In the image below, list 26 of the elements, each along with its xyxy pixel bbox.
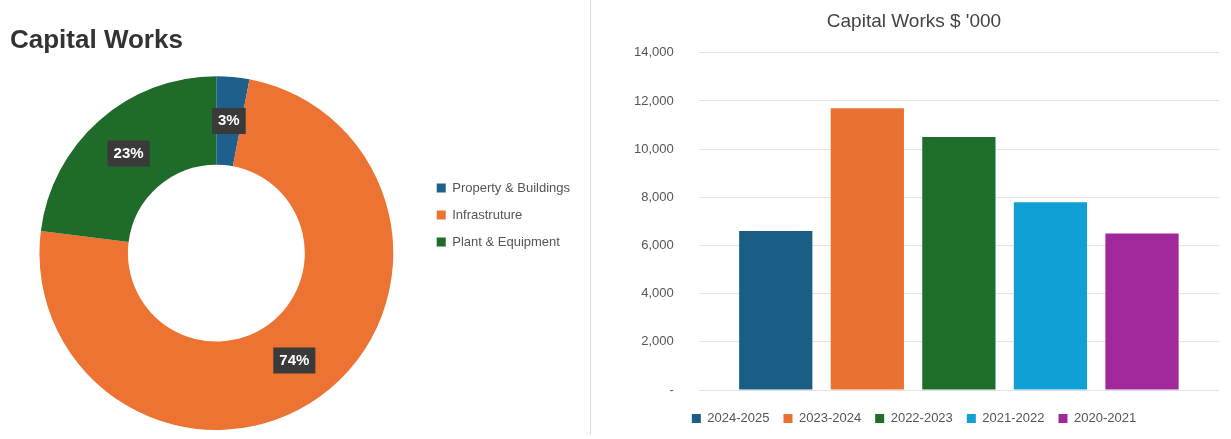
bar — [739, 231, 813, 390]
data-label: 23% — [113, 143, 144, 161]
legend-label: 2024-2025 — [707, 410, 770, 426]
legend-label: Infrastruture — [452, 206, 523, 222]
data-label: 3% — [218, 111, 240, 129]
y-tick-label: 12,000 — [634, 92, 674, 108]
legend-label: Plant & Equipment — [452, 233, 561, 249]
legend-label: 2021-2022 — [982, 410, 1045, 426]
y-tick-label: - — [669, 381, 674, 397]
y-tick-label: 10,000 — [634, 140, 674, 156]
y-tick-label: 6,000 — [641, 237, 674, 253]
bar — [830, 108, 904, 390]
y-tick-label: 2,000 — [641, 333, 674, 349]
y-tick-label: 4,000 — [641, 285, 674, 301]
chart-title: Capital Works $ '000 — [826, 9, 1002, 31]
y-tick-label: 14,000 — [634, 44, 674, 60]
legend-label: 2023-2024 — [799, 410, 862, 426]
bar — [1013, 202, 1088, 390]
bar — [1105, 233, 1179, 390]
bar — [922, 137, 996, 390]
legend-label: 2022-2023 — [890, 410, 953, 426]
legend-label: 2020-2021 — [1074, 410, 1137, 426]
data-label: 74% — [279, 350, 310, 368]
chart-title: Capital Works — [10, 23, 183, 54]
legend-label: Property & Buildings — [452, 179, 571, 195]
y-tick-label: 8,000 — [641, 188, 674, 204]
